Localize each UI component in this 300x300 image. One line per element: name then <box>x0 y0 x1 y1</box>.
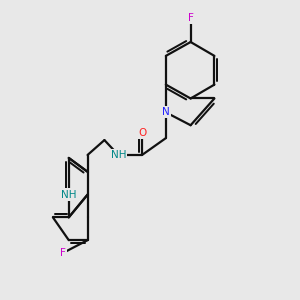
Text: N: N <box>162 107 170 117</box>
Text: NH: NH <box>61 190 76 200</box>
Text: F: F <box>60 248 66 258</box>
Text: O: O <box>138 128 146 138</box>
Text: F: F <box>188 13 194 23</box>
Text: NH: NH <box>110 150 126 160</box>
